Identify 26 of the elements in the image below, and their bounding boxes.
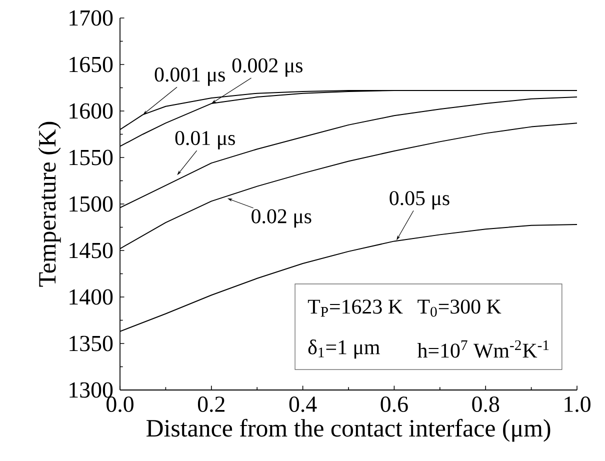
y-tick-label: 1650: [70, 56, 113, 72]
y-axis-title: Temperature (K): [38, 122, 61, 287]
y-tick-label: 1450: [70, 242, 113, 258]
x-axis-title: Distance from the contact interface (μm): [146, 418, 550, 442]
x-tick-label: 0.2: [198, 396, 224, 412]
annotation: 0.02 μs: [252, 209, 312, 228]
x-tick-label: 0.6: [380, 396, 408, 412]
annotation: T$_{P}$=1623 K: [308, 300, 403, 317]
annotation: T$_{0}$=300 K: [418, 300, 502, 317]
y-tick-label: 1700: [70, 10, 113, 26]
x-tick-label: 1.0: [564, 396, 590, 412]
y-tick-label: 1300: [70, 382, 113, 398]
y-tick-label: 1400: [70, 289, 113, 305]
annotation: δ$_{1}$=1 μm: [308, 340, 380, 359]
annotation: 0.01 μs: [175, 130, 235, 150]
y-tick-label: 1500: [70, 196, 113, 212]
annotation: h=10$^{7}$ Wm$^{-2}$K$^{-1}$: [417, 340, 549, 358]
annotation: 0.002 μs: [232, 58, 302, 77]
x-tick-label: 0.4: [289, 396, 317, 412]
x-tick-label: 0.8: [472, 396, 500, 412]
y-tick-label: 1600: [70, 103, 113, 119]
y-tick-label: 1550: [70, 150, 113, 166]
annotation: 0.001 μs: [154, 68, 225, 86]
x-tick-label: 0.0: [106, 396, 134, 412]
annotation: 0.05 μs: [390, 191, 450, 210]
y-tick-label: 1350: [70, 336, 113, 352]
